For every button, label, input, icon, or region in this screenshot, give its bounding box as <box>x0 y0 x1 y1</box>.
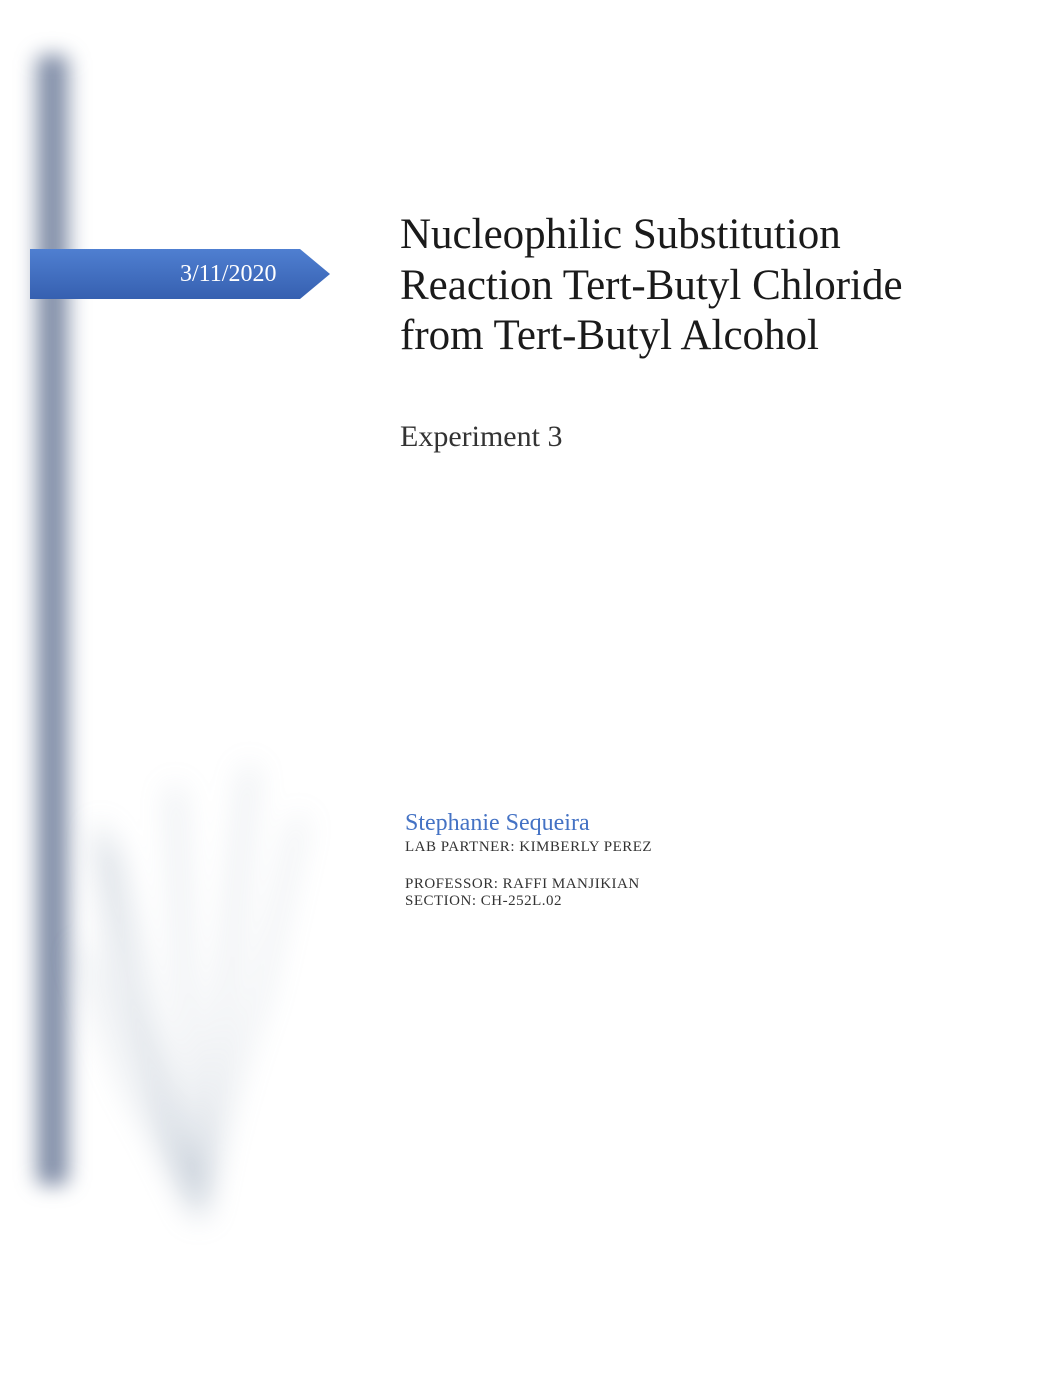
date-text: 3/11/2020 <box>180 261 276 288</box>
professor-text: PROFESSOR: RAFFI MANJIKIAN <box>405 876 652 893</box>
author-name: Stephanie Sequeira <box>405 810 652 837</box>
plant-background-decoration <box>60 707 340 1227</box>
lab-partner-text: LAB PARTNER: KIMBERLY PEREZ <box>405 839 652 856</box>
document-page: 3/11/2020 Nucleophilic Substitution Reac… <box>0 0 1062 1377</box>
document-title: Nucleophilic Substitution Reaction Tert-… <box>400 210 960 362</box>
section-text: SECTION: CH-252L.02 <box>405 893 652 910</box>
date-banner: 3/11/2020 <box>30 245 330 303</box>
document-subtitle: Experiment 3 <box>400 420 562 454</box>
author-section: Stephanie Sequeira LAB PARTNER: KIMBERLY… <box>405 810 652 910</box>
